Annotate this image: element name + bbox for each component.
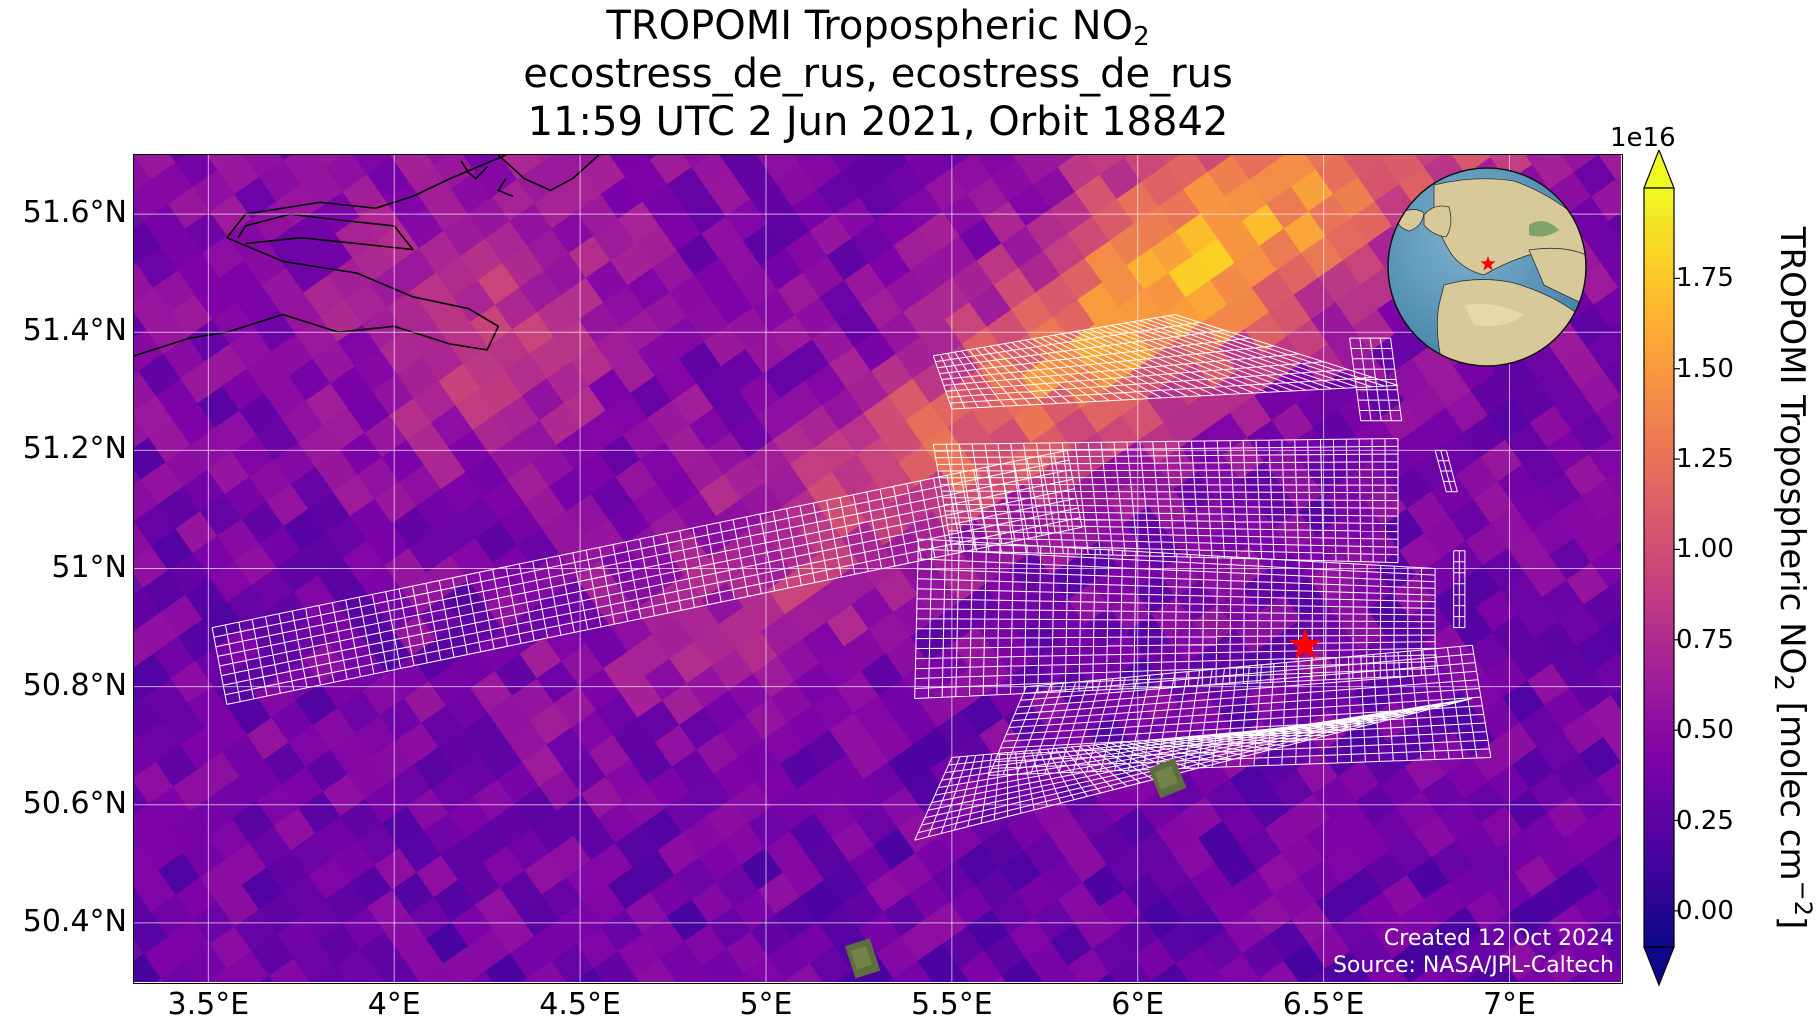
- lon-tick-label: 6°E: [1111, 987, 1165, 1022]
- lat-tick-label: 50.8°N: [22, 667, 127, 703]
- colorbar-label: TROPOMI Tropospheric NO2 [molec cm−2]: [1768, 226, 1817, 930]
- colorbar-tick-label: 1.25: [1676, 444, 1734, 475]
- colorbar-gradient: [1643, 187, 1675, 948]
- colorbar-tick-label: 0.00: [1676, 895, 1734, 926]
- created-date: Created 12 Oct 2024: [1383, 926, 1614, 951]
- title-line-1: TROPOMI Tropospheric NO2: [606, 3, 1150, 52]
- inset-globe: [1387, 167, 1587, 367]
- colorbar-multiplier: 1e16: [1610, 123, 1676, 153]
- no2-pixel-layer: [134, 155, 1621, 982]
- lon-tick-label: 5°E: [739, 987, 793, 1022]
- inset-star-marker: [1480, 256, 1496, 271]
- lon-tick-label: 7°E: [1482, 987, 1536, 1022]
- lon-tick-label: 6.5°E: [1282, 987, 1365, 1022]
- lon-tick-label: 4°E: [367, 987, 421, 1022]
- site-marker: [1288, 628, 1322, 659]
- colorbar: [1643, 150, 1680, 987]
- colorbar-tick-label: 1.50: [1676, 353, 1734, 384]
- colorbar-min-extend: [1643, 946, 1675, 987]
- lat-tick-label: 50.4°N: [22, 903, 127, 939]
- title-line-2: ecostress_de_rus, ecostress_de_rus: [523, 51, 1233, 97]
- chart-title: TROPOMI Tropospheric NO2 ecostress_de_ru…: [133, 2, 1623, 146]
- colorbar-tick-label: 1.75: [1676, 263, 1734, 294]
- lat-tick-label: 51.4°N: [22, 313, 127, 349]
- credits-text: Created 12 Oct 2024 Source: NASA/JPL-Cal…: [1333, 925, 1614, 979]
- lat-tick-label: 50.6°N: [22, 785, 127, 821]
- title-line-3: 11:59 UTC 2 Jun 2021, Orbit 18842: [527, 99, 1229, 145]
- lon-tick-label: 5.5°E: [911, 987, 993, 1022]
- colorbar-tick-label: 0.25: [1676, 805, 1734, 836]
- lat-tick-label: 51.6°N: [22, 195, 127, 231]
- colorbar-tick-label: 0.75: [1676, 624, 1734, 655]
- rgb-image-patches: [845, 758, 1187, 979]
- ecostress-footprints: [211, 314, 1492, 841]
- data-source: Source: NASA/JPL-Caltech: [1332, 953, 1614, 978]
- colorbar-tick-label: 0.50: [1676, 715, 1734, 746]
- colorbar-max-extend: [1643, 150, 1675, 189]
- lat-tick-label: 51°N: [51, 549, 127, 585]
- lon-tick-label: 3.5°E: [167, 987, 250, 1022]
- lat-tick-label: 51.2°N: [22, 431, 127, 467]
- map-plot-area[interactable]: Created 12 Oct 2024 Source: NASA/JPL-Cal…: [133, 154, 1623, 984]
- site-star-marker: [1288, 628, 1322, 659]
- lon-tick-label: 4.5°E: [539, 987, 621, 1022]
- colorbar-tick-label: 1.00: [1676, 534, 1734, 565]
